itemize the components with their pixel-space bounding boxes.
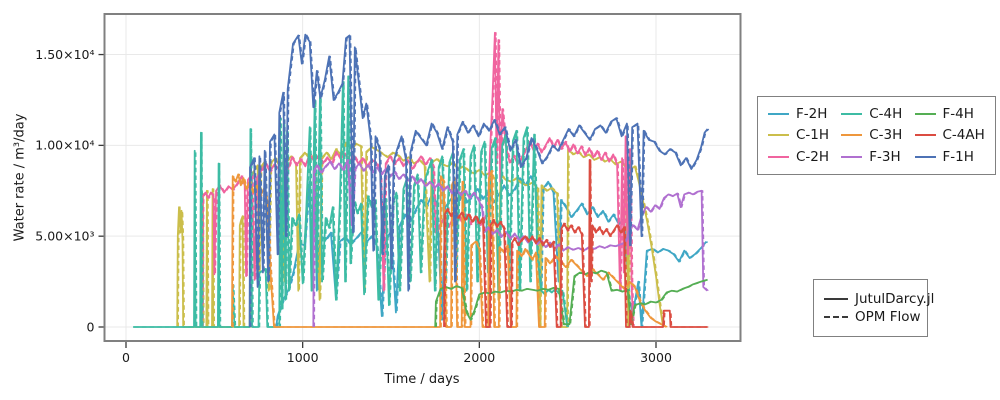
legend-swatch-F-4H xyxy=(914,112,936,115)
solid-line-swatch xyxy=(824,298,848,300)
series-F-1H-opmflow xyxy=(250,33,710,328)
legend-label-C-3H: C-3H xyxy=(869,127,903,144)
x-axis-label: Time / days xyxy=(384,372,460,387)
legend-item-C-2H: C-2H xyxy=(768,146,829,168)
legend-swatch-F-2H xyxy=(768,112,789,115)
legend-swatch-F-3H xyxy=(841,156,863,159)
series-C-4AH-jutuldarcy xyxy=(443,159,708,328)
legend-label-C-4H: C-4H xyxy=(869,105,903,122)
legend-label-C-4AH: C-4AH xyxy=(942,127,985,144)
legend-label-dashed: OPM Flow xyxy=(855,309,921,325)
legend-item-jutuldarcy-jl: JutulDarcy.jl xyxy=(824,291,934,307)
series-F-1H-jutuldarcy xyxy=(248,33,709,328)
legend-label-F-1H: F-1H xyxy=(942,149,974,166)
x-tick-label: 1000 xyxy=(287,350,319,365)
series-F-4H-jutuldarcy xyxy=(434,269,708,328)
legend-item-F-3H: F-3H xyxy=(841,146,902,168)
legend-item-F-2H: F-2H xyxy=(768,103,829,125)
legend-label-F-3H: F-3H xyxy=(869,149,901,166)
legend-swatch-C-4AH xyxy=(914,134,936,137)
y-tick-label: 1.50×10⁴ xyxy=(35,47,94,62)
legend-item-C-1H: C-1H xyxy=(768,125,829,147)
y-tick-label: 1.00×10⁴ xyxy=(35,138,94,153)
legend-label-C-2H: C-2H xyxy=(796,149,830,166)
series-F-4H-opmflow xyxy=(435,270,709,328)
legend-swatch-F-1H xyxy=(914,156,936,159)
series-group xyxy=(133,31,710,328)
series-C-3H-opmflow xyxy=(232,170,668,328)
series-C-4H-opmflow xyxy=(134,75,570,328)
legend-swatch-C-1H xyxy=(768,134,789,137)
legend-item-C-3H: C-3H xyxy=(841,125,902,147)
legend-item-C-4H: C-4H xyxy=(841,103,902,125)
legend-item-F-4H: F-4H xyxy=(914,103,986,125)
legend-item-C-4AH: C-4AH xyxy=(914,125,986,147)
x-tick-label: 0 xyxy=(122,350,130,365)
plot-spines xyxy=(103,13,742,342)
legend-swatch-C-4H xyxy=(841,112,863,115)
legend-swatch-C-2H xyxy=(768,156,789,159)
legend-item-opm-flow: OPM Flow xyxy=(824,309,934,325)
legend-label-F-4H: F-4H xyxy=(942,105,974,122)
wells-legend: F-2H C-1H C-2H C-4H C-3H F-3H F-4H C-4AH F-1H xyxy=(757,96,996,175)
series-C-4AH-opmflow xyxy=(444,159,709,328)
legend-item-F-1H: F-1H xyxy=(914,146,986,168)
legend-swatch-C-3H xyxy=(841,134,863,137)
y-tick-label: 5.00×10³ xyxy=(35,228,94,243)
x-tick-label: 2000 xyxy=(463,350,495,365)
x-tick-label: 3000 xyxy=(640,350,672,365)
dashed-line-swatch xyxy=(824,316,848,318)
legend-label-C-1H: C-1H xyxy=(796,127,830,144)
legend-label-solid: JutulDarcy.jl xyxy=(855,291,935,307)
y-axis-label: Water rate / m³/day xyxy=(12,113,28,242)
methods-legend: JutulDarcy.jl OPM Flow xyxy=(813,279,934,337)
y-tick-label: 0 xyxy=(87,319,95,334)
legend-label-F-2H: F-2H xyxy=(796,105,828,122)
